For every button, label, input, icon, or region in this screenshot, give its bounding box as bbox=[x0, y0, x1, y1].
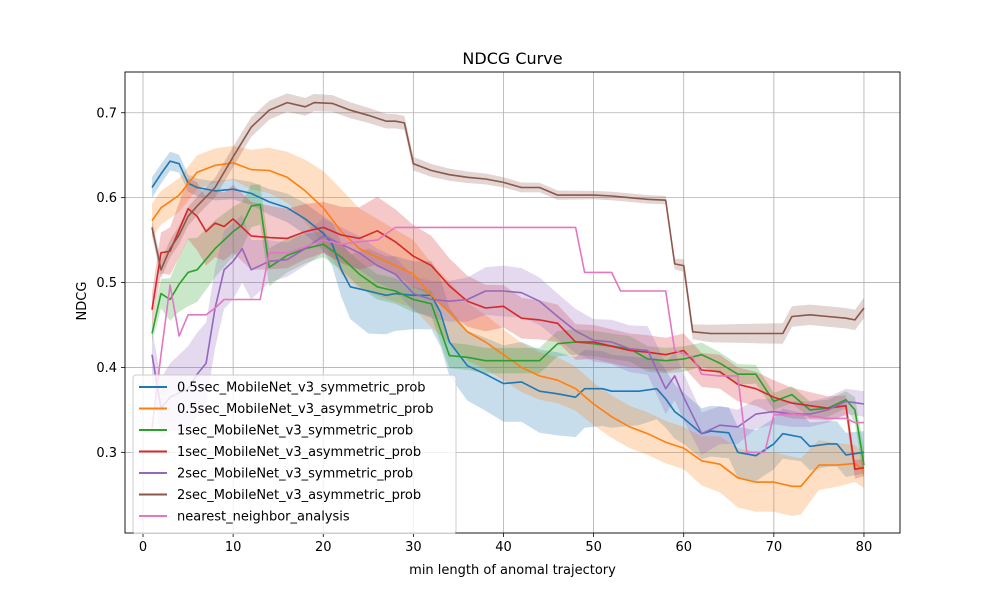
legend-item: 0.5sec_MobileNet_v3_asymmetric_prob bbox=[139, 402, 434, 417]
x-tick-label: 30 bbox=[405, 540, 422, 555]
series-line-7 bbox=[151, 226, 864, 454]
y-tick-label: 0.5 bbox=[96, 276, 117, 291]
x-tick-label: 20 bbox=[315, 540, 332, 555]
y-axis-label: NDCG bbox=[75, 282, 90, 321]
y-tick-label: 0.7 bbox=[96, 106, 117, 121]
x-tick-label: 80 bbox=[856, 540, 873, 555]
legend-item: 1sec_MobileNet_v3_symmetric_prob bbox=[139, 424, 413, 439]
legend-box bbox=[132, 374, 457, 534]
x-axis-label: min length of anomal trajectory bbox=[409, 563, 616, 578]
y-tick-label: 0.4 bbox=[96, 361, 117, 376]
legend-label: 1sec_MobileNet_v3_asymmetric_prob bbox=[177, 445, 421, 460]
series-band-3 bbox=[152, 184, 864, 483]
legend-label: 0.5sec_MobileNet_v3_symmetric_prob bbox=[177, 381, 426, 396]
x-tick-label: 60 bbox=[675, 540, 692, 555]
legend-label: 0.5sec_MobileNet_v3_asymmetric_prob bbox=[177, 402, 434, 417]
y-tick-label: 0.6 bbox=[96, 191, 117, 206]
grid bbox=[125, 72, 900, 533]
series-band-1 bbox=[152, 151, 864, 482]
plot-area: 0 10 20 30 40 50 60 70 80 0.3 0.4 0.5 0.6 0.7 bbox=[96, 71, 901, 555]
x-tick-label: 0 bbox=[139, 540, 147, 555]
legend-item: 0.5sec_MobileNet_v3_symmetric_prob bbox=[139, 381, 426, 396]
legend-item: 2sec_MobileNet_v3_symmetric_prob bbox=[139, 467, 413, 482]
series-line-5 bbox=[151, 235, 865, 435]
x-tick-label: 40 bbox=[495, 540, 512, 555]
x-tick-label: 50 bbox=[585, 540, 602, 555]
series-band-5 bbox=[152, 214, 864, 455]
series-line-4 bbox=[151, 207, 865, 471]
series-band-4 bbox=[152, 178, 864, 479]
legend-label: 2sec_MobileNet_v3_asymmetric_prob bbox=[177, 488, 421, 503]
x-tick-label: 70 bbox=[766, 540, 783, 555]
series-line-6 bbox=[151, 101, 865, 335]
legend-item: nearest_neighbor_analysis bbox=[139, 510, 350, 525]
legend-label: 2sec_MobileNet_v3_symmetric_prob bbox=[177, 467, 413, 482]
series-line-1 bbox=[151, 160, 865, 457]
legend: 0.5sec_MobileNet_v3_symmetric_prob 0.5sec… bbox=[132, 374, 457, 534]
y-tick-label: 0.3 bbox=[96, 446, 117, 461]
legend-label: 1sec_MobileNet_v3_symmetric_prob bbox=[177, 424, 413, 439]
series-layer bbox=[151, 93, 865, 516]
legend-item: 1sec_MobileNet_v3_asymmetric_prob bbox=[139, 445, 421, 460]
legend-item: 2sec_MobileNet_v3_asymmetric_prob bbox=[139, 488, 421, 503]
x-tick-label: 10 bbox=[225, 540, 242, 555]
axes-frame bbox=[124, 71, 901, 534]
tick-layer: 0 10 20 30 40 50 60 70 80 0.3 0.4 0.5 0.6 0.7 bbox=[96, 106, 872, 555]
chart-title: NDCG Curve bbox=[462, 49, 562, 68]
series-line-3 bbox=[151, 203, 865, 466]
legend-label: nearest_neighbor_analysis bbox=[177, 510, 350, 525]
